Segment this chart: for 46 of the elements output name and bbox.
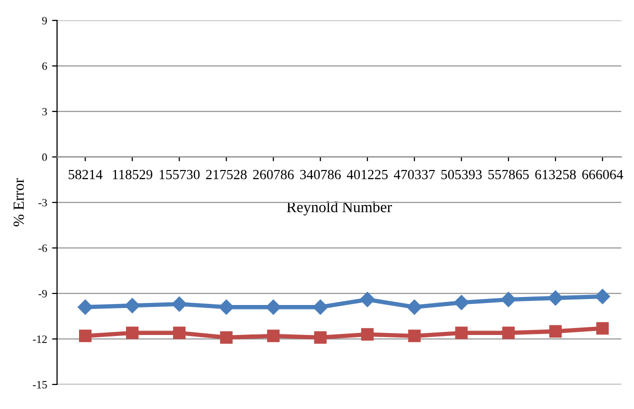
point <box>455 326 468 340</box>
point <box>408 330 421 342</box>
x-tick-label: 340786 <box>300 170 341 180</box>
y-tick-label: -3 <box>38 198 47 206</box>
x-tick-label: 118529 <box>112 170 152 180</box>
x-tick-label: 505393 <box>441 170 482 180</box>
x-tick-label: 470337 <box>394 170 435 180</box>
x-tick-label: 666064 <box>582 170 624 180</box>
point <box>267 330 280 342</box>
x-tick-label: 155730 <box>160 170 200 180</box>
point <box>549 325 562 338</box>
point <box>500 292 516 308</box>
point <box>78 300 93 315</box>
y-tick-label: 6 <box>42 62 48 70</box>
y-tick-label: -9 <box>38 290 47 298</box>
point <box>266 300 281 315</box>
y-tick-label: -6 <box>38 244 48 252</box>
point <box>594 288 610 304</box>
point <box>548 290 564 306</box>
point <box>173 326 186 340</box>
x-tick-label: 401225 <box>346 170 388 180</box>
y-tick-label: -15 <box>32 380 47 388</box>
point <box>220 331 233 344</box>
x-tick-label: 260786 <box>253 170 294 180</box>
x-tick-label: 557865 <box>488 170 529 180</box>
point <box>314 331 327 344</box>
x-tick-label: 58214 <box>68 170 102 180</box>
y-tick-label: -12 <box>32 335 47 343</box>
point <box>79 330 92 342</box>
y-axis-title: % Error <box>14 178 24 226</box>
point <box>218 300 234 315</box>
y-tick-label: 9 <box>42 16 47 24</box>
x-tick-label: 217528 <box>206 170 247 180</box>
y-tick-label: 0 <box>42 153 47 161</box>
point <box>126 326 139 340</box>
point <box>312 300 328 315</box>
point <box>596 322 609 335</box>
point <box>361 328 374 341</box>
x-tick-label: 613258 <box>535 170 576 180</box>
point <box>502 326 515 340</box>
point <box>172 296 187 312</box>
point <box>454 294 470 310</box>
y-tick-label: 3 <box>42 108 47 116</box>
point <box>124 298 140 314</box>
point <box>360 292 375 308</box>
point <box>406 300 422 315</box>
